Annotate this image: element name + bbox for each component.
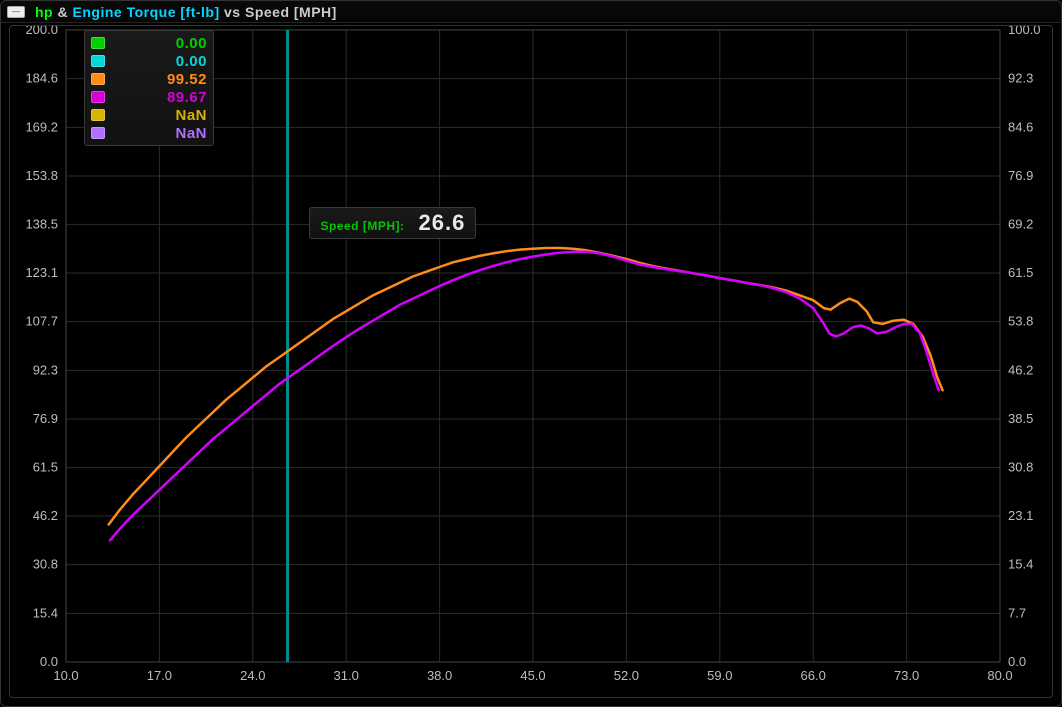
legend-value: 0.00 [113, 35, 207, 52]
y-left-tick-label: 46.2 [33, 508, 58, 523]
legend-swatch [91, 91, 105, 103]
legend-row[interactable]: 99.52 [91, 70, 207, 88]
y-left-tick-label: 200.0 [25, 26, 58, 37]
x-tick-label: 80.0 [987, 668, 1012, 683]
x-tick-label: 17.0 [147, 668, 172, 683]
titlebar[interactable]: — hp & Engine Torque [ft-lb] vs Speed [M… [1, 1, 1061, 23]
series-orange [109, 248, 943, 525]
y-right-tick-label: 15.4 [1008, 557, 1033, 572]
y-right-tick-label: 38.5 [1008, 411, 1033, 426]
y-left-tick-label: 123.1 [25, 265, 58, 280]
y-right-tick-label: 23.1 [1008, 508, 1033, 523]
y-right-tick-label: 7.7 [1008, 605, 1026, 620]
window-control-button[interactable]: — [7, 6, 25, 18]
legend-swatch [91, 37, 105, 49]
legend-swatch [91, 109, 105, 121]
title-hp: hp [35, 4, 53, 20]
legend-row[interactable]: 89.67 [91, 88, 207, 106]
y-right-tick-label: 69.2 [1008, 216, 1033, 231]
y-right-tick-label: 30.8 [1008, 460, 1033, 475]
title-engine-torque: Engine Torque [ft-lb] [73, 4, 220, 20]
legend-value: NaN [113, 107, 207, 124]
cursor-value: 26.6 [418, 210, 465, 236]
legend-row[interactable]: NaN [91, 124, 207, 142]
y-right-tick-label: 100.0 [1008, 26, 1041, 37]
legend-value: 89.67 [113, 89, 207, 106]
y-left-tick-label: 0.0 [40, 654, 58, 669]
y-left-tick-label: 30.8 [33, 557, 58, 572]
legend-row[interactable]: 0.00 [91, 52, 207, 70]
cursor-label: Speed [MPH]: [320, 219, 404, 233]
x-tick-label: 59.0 [707, 668, 732, 683]
y-left-tick-label: 138.5 [25, 216, 58, 231]
legend-row[interactable]: NaN [91, 106, 207, 124]
x-tick-label: 45.0 [520, 668, 545, 683]
title-speed: Speed [MPH] [245, 4, 337, 20]
y-left-tick-label: 184.6 [25, 71, 58, 86]
legend[interactable]: 0.000.0099.5289.67NaNNaN [84, 30, 214, 146]
x-tick-label: 10.0 [53, 668, 78, 683]
chart-title: hp & Engine Torque [ft-lb] vs Speed [MPH… [35, 4, 337, 20]
y-left-tick-label: 153.8 [25, 168, 58, 183]
y-left-tick-label: 169.2 [25, 119, 58, 134]
x-tick-label: 24.0 [240, 668, 265, 683]
y-right-tick-label: 46.2 [1008, 362, 1033, 377]
chart-area[interactable]: 10.0 17.0 24.0 31.0 38.0 45.0 52.0 59.0 66.0 73.0… [9, 25, 1053, 698]
legend-value: 99.52 [113, 71, 207, 88]
legend-swatch [91, 55, 105, 67]
legend-row[interactable]: 0.00 [91, 34, 207, 52]
y-left-tick-label: 61.5 [33, 460, 58, 475]
legend-value: 0.00 [113, 53, 207, 70]
y-right-tick-label: 0.0 [1008, 654, 1026, 669]
title-amp: & [58, 4, 69, 20]
x-tick-label: 66.0 [801, 668, 826, 683]
legend-swatch [91, 127, 105, 139]
y-right-tick-label: 61.5 [1008, 265, 1033, 280]
y-left-tick-label: 76.9 [33, 411, 58, 426]
title-vs: vs [224, 4, 241, 20]
series-magenta [110, 252, 939, 541]
y-right-tick-label: 53.8 [1008, 314, 1033, 329]
y-left-tick-label: 15.4 [33, 605, 58, 620]
y-right-tick-label: 84.6 [1008, 119, 1033, 134]
chart-window: — hp & Engine Torque [ft-lb] vs Speed [M… [0, 0, 1062, 707]
cursor-readout: Speed [MPH]: 26.6 [309, 207, 476, 239]
legend-swatch [91, 73, 105, 85]
x-tick-label: 31.0 [334, 668, 359, 683]
y-right-tick-label: 92.3 [1008, 71, 1033, 86]
y-right-tick-label: 76.9 [1008, 168, 1033, 183]
legend-value: NaN [113, 125, 207, 142]
x-tick-label: 52.0 [614, 668, 639, 683]
x-tick-label: 38.0 [427, 668, 452, 683]
y-left-tick-label: 107.7 [25, 314, 58, 329]
y-left-tick-label: 92.3 [33, 362, 58, 377]
x-tick-label: 73.0 [894, 668, 919, 683]
